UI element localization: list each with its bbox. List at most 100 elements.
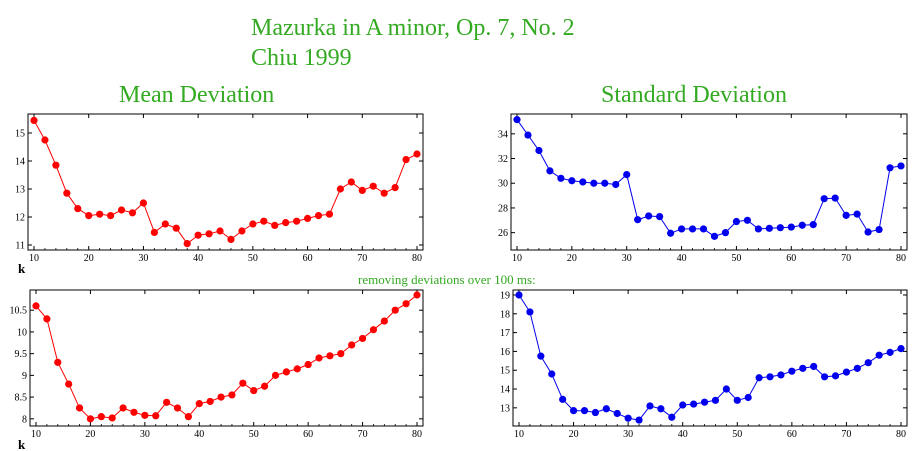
y-tick-label: 14 [15,157,25,168]
data-point [194,231,202,239]
y-tick-label: 34 [498,129,508,140]
data-point [821,373,829,381]
data-point [30,116,38,124]
x-tick-label: 50 [248,253,258,264]
data-point [875,225,883,234]
data-point [524,131,532,139]
chart-title-line-1: Mazurka in A minor, Op. 7, No. 2 [251,15,575,41]
x-tick-label: 30 [622,253,632,264]
data-point [777,371,785,379]
data-point [579,178,587,186]
data-point [107,212,115,220]
data-point [569,407,578,415]
data-point [402,300,410,308]
data-point [239,379,247,387]
data-point [744,393,752,402]
data-point [537,352,545,360]
data-point [172,224,180,232]
data-point [721,229,730,237]
data-point [402,156,410,164]
data-point [580,407,589,415]
x-tick-label: 40 [678,429,688,440]
data-point [601,179,609,187]
data-point [183,240,191,248]
chart-std-top: 10 20 30 40 50 60 70 80 26 28 30 32 34 [498,113,908,264]
data-point [864,228,872,236]
data-point [677,225,686,233]
y-tick-label: 14 [500,385,510,396]
data-point [315,354,323,362]
data-point [54,358,62,366]
data-point [63,189,71,197]
data-point [799,364,807,372]
data-point [325,210,334,218]
x-tick-label: 40 [193,253,203,264]
y-tick-label: 9 [22,371,27,382]
data-point [282,368,290,376]
x-tick-label: 20 [567,253,577,264]
data-point [413,291,421,299]
data-point [754,225,762,233]
data-point [688,225,697,233]
data-point [249,220,257,228]
plot-frame [512,289,908,427]
y-tick-label: 32 [498,154,508,165]
data-point [293,217,301,225]
chart-mean-bottom: 10 20 30 40 50 60 70 80 8 8.5 9 9.5 10 10.5 k [10,289,424,451]
data-point [798,221,806,229]
y-tick-label: 19 [500,291,510,302]
standard-deviation-heading: Standard Deviation [601,82,787,108]
data-point [260,217,268,225]
plot-frame [27,113,424,251]
y-tick-label: 9.5 [15,349,28,360]
data-point [526,308,534,316]
data-point [347,178,355,186]
data-point [85,212,93,220]
data-point [515,291,523,299]
data-point [139,199,148,207]
data-point [216,227,224,235]
data-point [217,393,225,401]
x-tick-label: 10 [31,429,41,440]
x-tick-label: 60 [786,253,796,264]
data-point [314,212,323,220]
data-point [358,186,366,194]
series-line [516,119,902,237]
data-point [163,398,171,406]
data-point [743,216,752,224]
x-tick-label: 60 [787,429,797,440]
data-point [853,210,861,218]
data-point [809,221,817,229]
x-tick-label: 20 [84,253,94,264]
y-tick-label: 15 [15,129,25,140]
y-tick-label: 17 [500,328,510,339]
data-point [119,404,127,412]
x-tick-label: 40 [677,253,687,264]
data-point [43,315,51,323]
data-point [568,177,576,185]
data-point [326,352,334,360]
data-point [75,404,84,412]
y-tick-label: 10.5 [10,306,28,317]
data-point [559,395,567,403]
data-point [303,214,312,222]
y-tick-label: 18 [500,309,510,320]
data-point [282,219,290,227]
data-point [228,391,236,399]
data-point [690,400,698,408]
data-point [645,212,653,220]
data-point [612,180,620,189]
chart-title-line-2: Chiu 1999 [251,45,352,71]
data-point [711,396,720,404]
y-tick-label: 28 [498,203,508,214]
data-point [337,350,345,358]
data-point [679,401,687,409]
y-tick-label: 13 [15,185,25,196]
data-point [96,210,104,218]
data-point [380,189,388,197]
data-point [65,380,73,388]
plot-frame [510,113,908,251]
series-line [33,120,418,245]
x-tick-label: 50 [732,429,742,440]
data-point [733,396,741,404]
